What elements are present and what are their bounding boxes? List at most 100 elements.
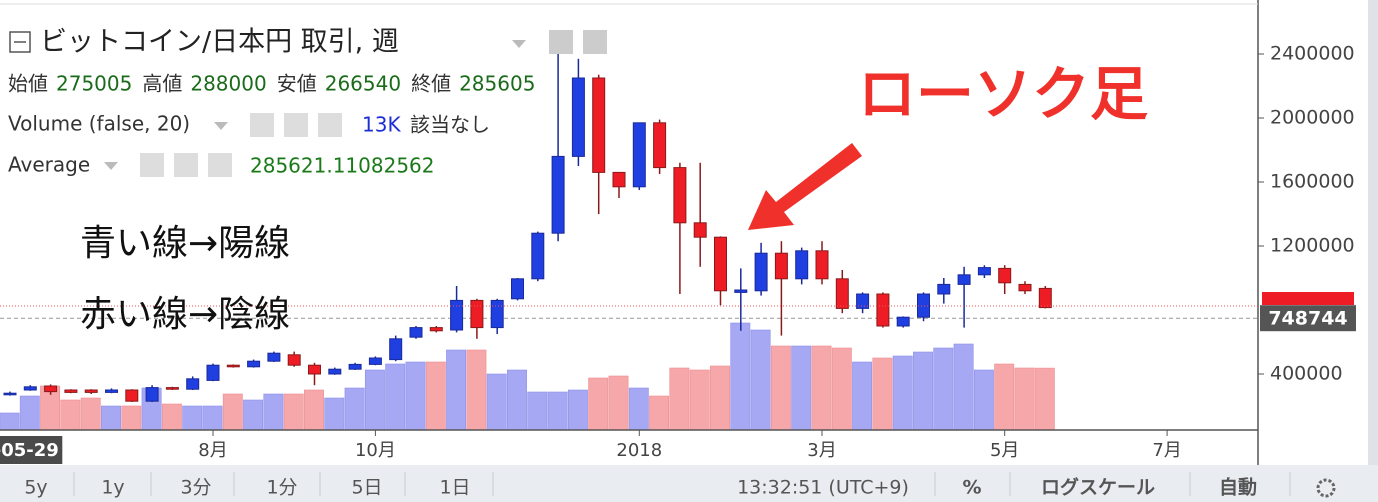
volume-bar [831, 347, 852, 431]
candle [267, 351, 281, 362]
candle [754, 242, 768, 296]
ohlc-value: 266540 [325, 72, 401, 96]
range-button[interactable]: 1分 [266, 477, 297, 499]
candle-body [815, 250, 829, 280]
volume-name: Volume (false, 20) [8, 112, 190, 136]
range-button[interactable]: 1y [101, 477, 124, 499]
toolbar-items: 5y 1y 3分 1分 5日 1日 13:32:51 (UTC+9)% ログスケール 自動 [24, 472, 1336, 499]
volume-bar [304, 389, 324, 431]
close-icon[interactable] [208, 153, 232, 177]
volume-bar [953, 343, 974, 431]
candle [653, 119, 667, 174]
range-button[interactable]: 5y [24, 477, 47, 499]
volume-bar [892, 355, 913, 431]
candle [186, 376, 200, 390]
auto-button[interactable]: 自動 [1219, 476, 1257, 499]
candle [450, 286, 464, 333]
clock: 13:32:51 (UTC+9) [737, 477, 909, 499]
eye-icon[interactable] [549, 30, 573, 54]
candle-body [368, 357, 382, 365]
eye-icon[interactable] [250, 113, 274, 137]
candle [105, 388, 118, 394]
range-button[interactable]: 1日 [439, 477, 470, 499]
candle-body [186, 378, 200, 390]
plot-area [0, 38, 1258, 431]
candle [409, 326, 423, 339]
volume-bar [19, 395, 40, 431]
volume-bar [243, 399, 264, 431]
candle-body [308, 364, 321, 375]
candle-body [693, 222, 707, 238]
volume-bar [60, 399, 81, 431]
volume-bar [791, 345, 812, 431]
volume-bar [222, 393, 243, 431]
volume-bar [385, 363, 406, 431]
ohlc-label: 終値 [411, 72, 451, 96]
volume-bar [507, 369, 527, 431]
candle [673, 162, 687, 294]
x-tick-label: 2018 [616, 440, 662, 461]
ohlc-label: 始値 [8, 72, 48, 96]
settings-icon[interactable] [174, 153, 198, 177]
ohlc-value: 275005 [56, 72, 132, 96]
candle-body [511, 278, 524, 300]
candle [551, 38, 565, 242]
candle-body [917, 293, 930, 318]
candle-body [409, 327, 423, 338]
close-icon[interactable] [318, 113, 342, 137]
volume-bar [283, 393, 304, 431]
volume-bar [202, 405, 223, 431]
candle-body [450, 299, 464, 331]
percent-button[interactable]: % [962, 477, 981, 499]
range-button[interactable]: 3分 [180, 477, 211, 499]
candle [896, 316, 910, 328]
candle [3, 391, 17, 396]
dropdown[interactable] [104, 162, 118, 170]
x-tick-label: 8月 [198, 440, 227, 461]
log-scale-button[interactable]: ログスケール [1041, 476, 1155, 499]
candle-body [84, 389, 98, 393]
candle-body [754, 252, 768, 292]
candle [632, 122, 646, 190]
settings-gear[interactable] [1316, 478, 1336, 498]
volume-bar [933, 347, 954, 431]
candle [1038, 286, 1052, 309]
x-tick-label: 10月 [355, 440, 396, 461]
candle-body [632, 122, 646, 188]
volume-bar [121, 405, 142, 431]
dropdown[interactable] [512, 40, 526, 48]
volume-bar [588, 377, 609, 431]
volume-bar [446, 349, 467, 431]
volume-bar [649, 395, 670, 431]
candle [287, 351, 301, 367]
candle [429, 326, 443, 333]
settings-icon[interactable] [583, 30, 607, 54]
last-price-tag [1262, 292, 1354, 305]
settings-icon[interactable] [284, 113, 308, 137]
candle-body [774, 252, 788, 280]
candle-body [348, 363, 362, 370]
candle [714, 236, 727, 306]
candle [470, 298, 484, 339]
candle [247, 359, 261, 368]
candle-body [287, 354, 301, 366]
range-button[interactable]: 5日 [351, 477, 382, 499]
ohlc-label: 安値 [277, 72, 317, 96]
volume-bar [852, 361, 873, 431]
volume-bar [770, 345, 791, 431]
candle-body [856, 293, 870, 309]
collapse-icon[interactable] [9, 31, 31, 53]
candle [44, 384, 58, 395]
date-cursor-tag [0, 436, 63, 464]
volume-value: 13K [362, 113, 401, 137]
volume-bar [750, 329, 771, 431]
candle [348, 362, 362, 370]
eye-icon[interactable] [140, 153, 164, 177]
volume-bar [466, 349, 487, 431]
candle-body [937, 283, 951, 295]
x-tick-label: 5月 [990, 440, 1019, 461]
dropdown[interactable] [214, 122, 228, 130]
candle-body [734, 289, 748, 293]
volume-bar [161, 403, 182, 431]
volume-bar [628, 387, 649, 431]
